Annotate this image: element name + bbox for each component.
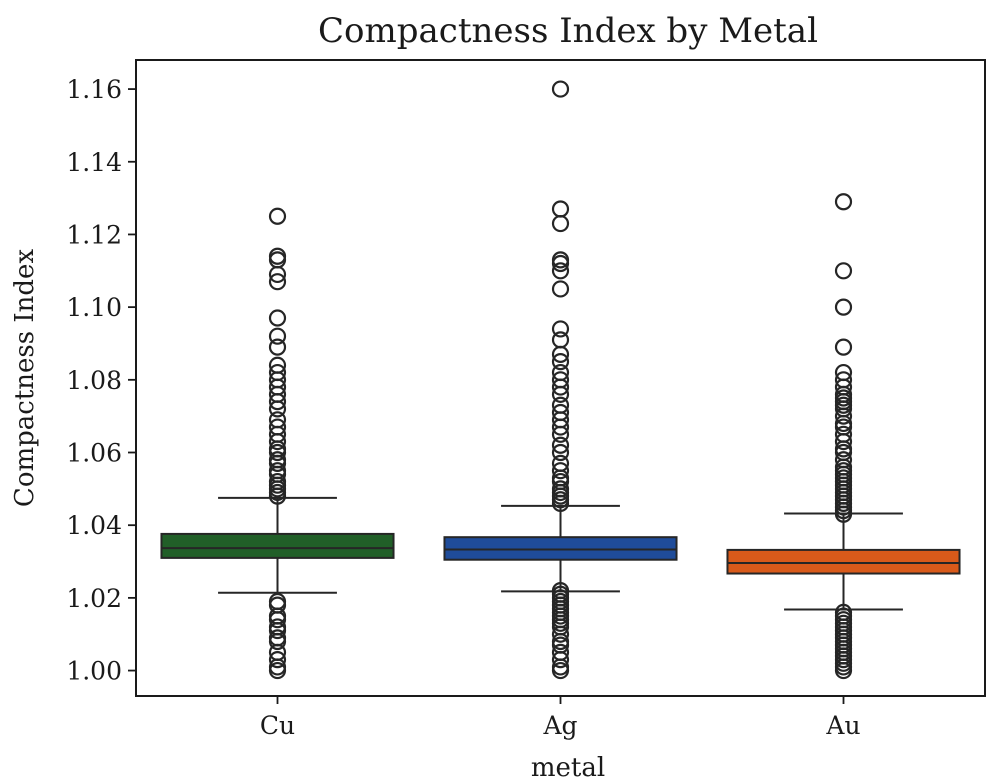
outlier-point <box>268 433 287 451</box>
outlier-point <box>268 592 287 611</box>
outlier-point <box>268 400 287 418</box>
outlier-point <box>551 345 570 363</box>
outlier-point <box>551 331 570 349</box>
outlier-point <box>551 353 570 371</box>
outlier-point <box>268 621 287 640</box>
outlier-point <box>551 494 570 512</box>
y-tick-label: 1.10 <box>66 293 122 322</box>
iqr-box <box>443 536 678 561</box>
outlier-point <box>551 280 570 298</box>
outlier-point <box>834 407 853 425</box>
outlier-point <box>268 309 287 327</box>
outlier-point <box>268 273 287 291</box>
outlier-point <box>268 632 287 651</box>
outlier-point <box>834 298 853 316</box>
outlier-point <box>551 462 570 480</box>
y-axis: 1.00 1.02 1.04 1.06 1.08 1.10 1.12 1.14 1.16 <box>66 75 136 686</box>
outlier-point <box>551 214 570 233</box>
y-tick-label: 1.02 <box>66 584 122 613</box>
box-group-au <box>726 193 961 680</box>
iqr-box <box>726 548 961 575</box>
outlier-point <box>268 487 287 505</box>
outlier-point <box>268 454 287 473</box>
iqr-box <box>160 532 395 559</box>
box-group-cu <box>160 207 395 680</box>
y-tick-label: 1.12 <box>66 220 122 249</box>
outlier-point <box>551 320 570 338</box>
outlier-point <box>551 418 570 436</box>
y-tick-label: 1.04 <box>66 511 122 540</box>
outlier-point <box>551 200 570 218</box>
y-axis-label: Compactness Index <box>10 249 40 507</box>
plot-area <box>160 80 961 680</box>
x-tick-label: Cu <box>260 711 295 740</box>
outlier-point <box>268 247 287 265</box>
y-tick-label: 1.00 <box>66 657 122 686</box>
outlier-point <box>551 651 570 669</box>
outlier-point <box>268 327 287 345</box>
outlier-point <box>268 393 287 411</box>
outlier-point <box>551 80 570 98</box>
x-tick-label: Au <box>825 711 860 740</box>
outlier-point <box>834 338 853 356</box>
outlier-point <box>834 433 853 451</box>
outlier-point <box>268 611 287 629</box>
outlier-point <box>834 661 853 680</box>
outlier-point <box>551 443 570 462</box>
outlier-point <box>551 262 570 280</box>
y-tick-label: 1.06 <box>66 439 122 468</box>
outlier-point <box>834 193 853 211</box>
y-tick-label: 1.16 <box>66 75 122 104</box>
box-group-ag <box>443 80 678 680</box>
outlier-point <box>551 661 570 680</box>
outlier-point <box>268 443 287 462</box>
outlier-point <box>551 378 570 396</box>
outlier-point <box>268 207 287 225</box>
outlier-point <box>551 385 570 403</box>
outlier-point <box>268 661 287 680</box>
outlier-point <box>551 436 570 454</box>
x-axis-label: metal <box>531 753 605 783</box>
outlier-point <box>834 262 853 280</box>
y-tick-label: 1.14 <box>66 148 122 177</box>
outlier-point <box>268 265 287 284</box>
outlier-point <box>551 254 570 273</box>
x-axis: Cu Ag Au <box>260 696 861 740</box>
chart-title: Compactness Index by Metal <box>318 11 818 51</box>
x-tick-label: Ag <box>542 711 577 740</box>
y-tick-label: 1.08 <box>66 366 122 395</box>
outlier-point <box>268 338 287 356</box>
outlier-point <box>268 651 287 669</box>
outlier-point <box>551 625 570 643</box>
outlier-point <box>551 425 570 443</box>
outlier-point <box>268 251 287 269</box>
outlier-point <box>834 505 853 523</box>
